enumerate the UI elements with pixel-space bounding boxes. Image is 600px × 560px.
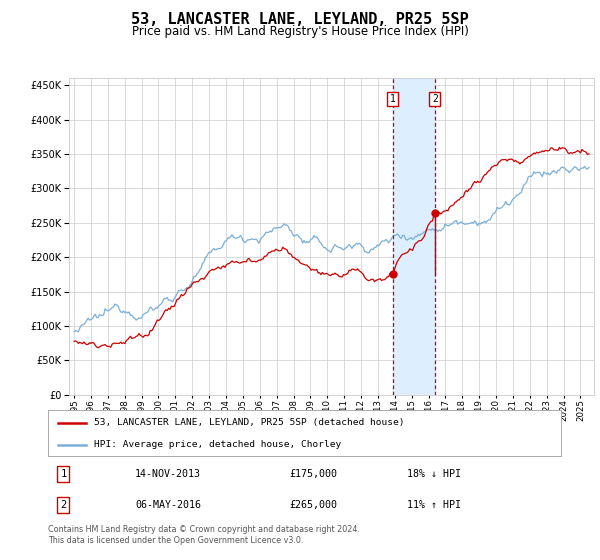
Bar — [392, 78, 435, 395]
Text: 1: 1 — [60, 469, 67, 479]
Text: 18% ↓ HPI: 18% ↓ HPI — [407, 469, 461, 479]
Text: 53, LANCASTER LANE, LEYLAND, PR25 5SP (detached house): 53, LANCASTER LANE, LEYLAND, PR25 5SP (d… — [94, 418, 404, 427]
Text: 2: 2 — [60, 501, 67, 510]
Text: 14-NOV-2013: 14-NOV-2013 — [135, 469, 201, 479]
Text: £175,000: £175,000 — [289, 469, 337, 479]
Text: Price paid vs. HM Land Registry's House Price Index (HPI): Price paid vs. HM Land Registry's House … — [131, 25, 469, 38]
Text: 06-MAY-2016: 06-MAY-2016 — [135, 501, 201, 510]
Text: £265,000: £265,000 — [289, 501, 337, 510]
Text: 1: 1 — [389, 94, 395, 104]
Text: 2: 2 — [432, 94, 438, 104]
Text: 11% ↑ HPI: 11% ↑ HPI — [407, 501, 461, 510]
Text: HPI: Average price, detached house, Chorley: HPI: Average price, detached house, Chor… — [94, 440, 341, 450]
Text: 53, LANCASTER LANE, LEYLAND, PR25 5SP: 53, LANCASTER LANE, LEYLAND, PR25 5SP — [131, 12, 469, 27]
Text: Contains HM Land Registry data © Crown copyright and database right 2024.
This d: Contains HM Land Registry data © Crown c… — [48, 525, 360, 545]
